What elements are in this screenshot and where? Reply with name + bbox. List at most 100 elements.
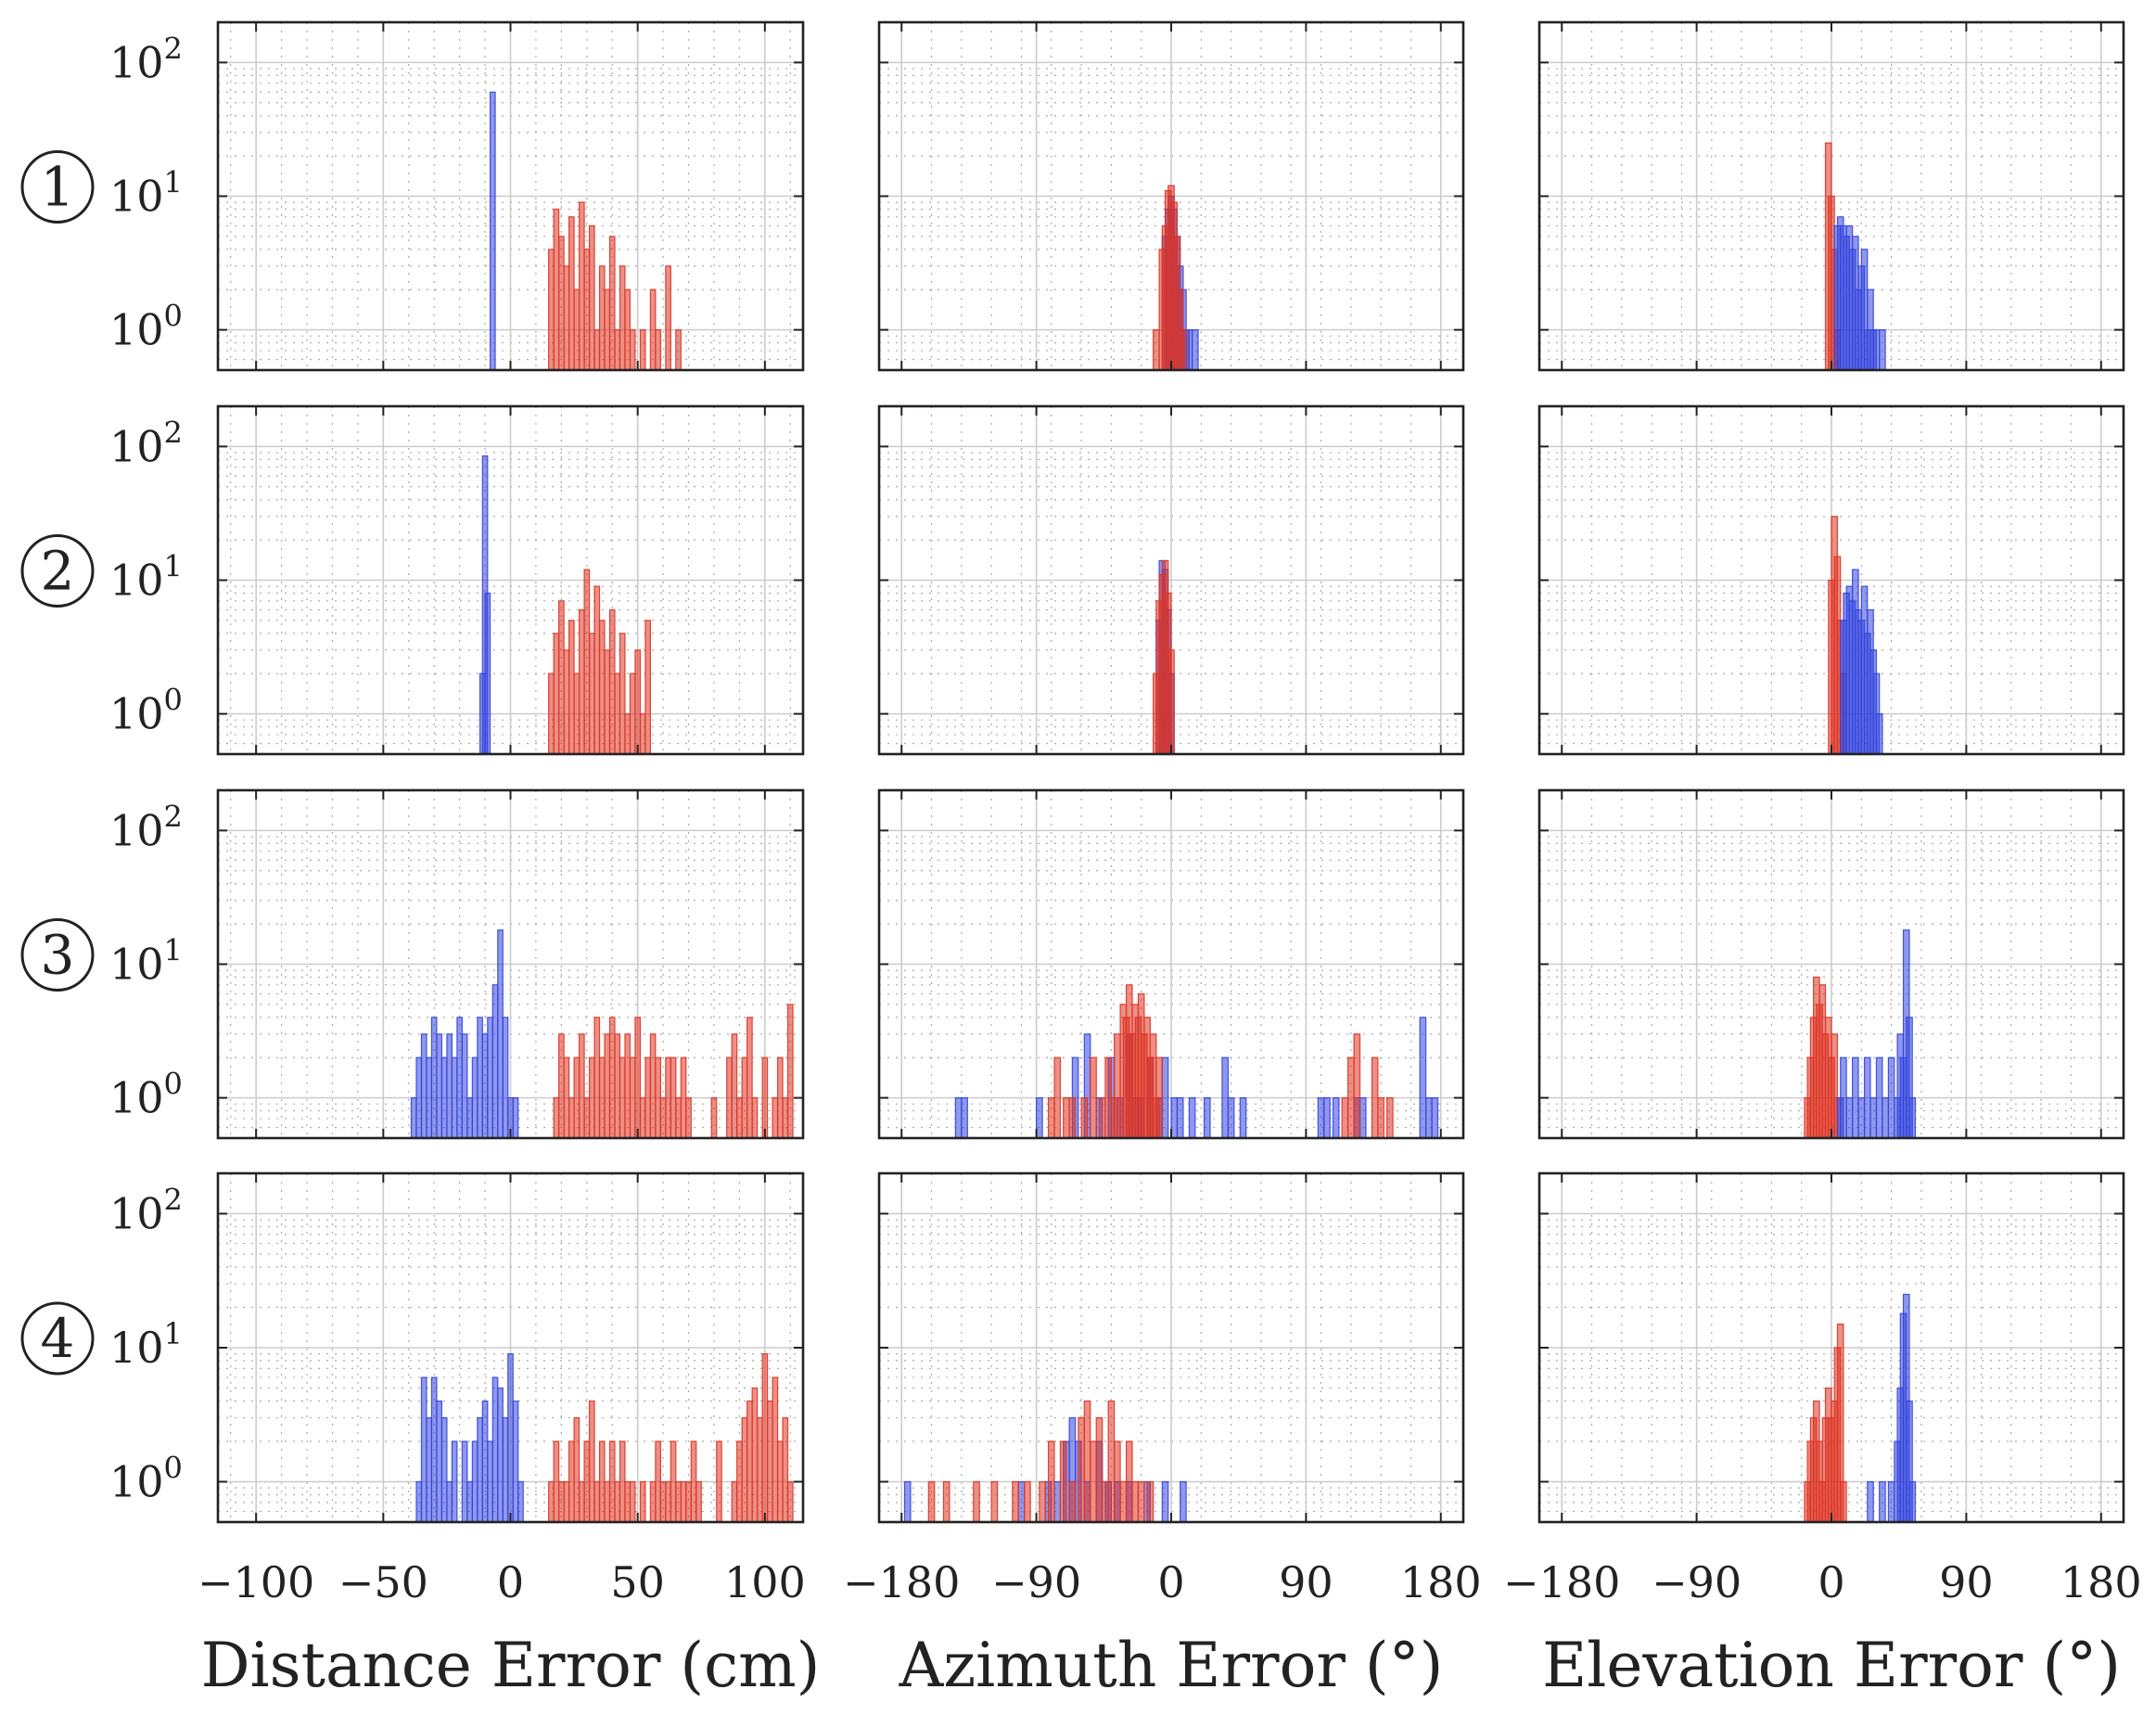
series-red <box>1153 185 1187 371</box>
bar-red <box>675 1480 682 1523</box>
bar-red <box>655 329 661 371</box>
bar-red <box>553 1440 560 1523</box>
bar-red <box>1039 1480 1046 1523</box>
bar-red <box>583 249 591 371</box>
series-red <box>1804 1323 1847 1523</box>
row-label-circle <box>20 1301 95 1376</box>
row-label-circle <box>20 918 95 992</box>
bar-red <box>548 1480 555 1523</box>
x-tick-label: −180 <box>1503 1557 1620 1607</box>
y-tick-exponent: 1 <box>164 1316 183 1351</box>
bar-red <box>1090 1440 1097 1523</box>
y-tick-label: 100 <box>109 683 183 739</box>
bar-blue <box>1872 329 1881 371</box>
bar-blue <box>1908 1097 1917 1139</box>
bar-red <box>786 1480 794 1523</box>
bar-blue <box>1869 1097 1878 1139</box>
bar-red <box>568 1097 575 1139</box>
bar-red <box>563 649 570 755</box>
panels-layer: 100101102100101102100101102100101102−100… <box>109 20 2142 1607</box>
bar-red <box>624 713 631 755</box>
bar-red <box>558 236 565 371</box>
bar-red <box>741 1416 748 1523</box>
bar-blue <box>1882 1097 1889 1139</box>
bar-red <box>1153 329 1160 371</box>
bar-blue <box>1887 1056 1895 1139</box>
bar-red <box>598 265 606 371</box>
panel-r4-c3: −180 −90 0 90 180 <box>1503 1171 2142 1607</box>
bar-red <box>1078 1416 1085 1523</box>
bar-red <box>568 1440 575 1523</box>
bar-blue <box>1323 1097 1331 1139</box>
bar-red <box>772 1097 779 1139</box>
bar-red <box>619 265 626 371</box>
bar-red <box>1080 1097 1089 1139</box>
bar-blue <box>1239 1097 1247 1139</box>
bar-red <box>1107 1400 1116 1523</box>
bar-blue <box>1908 1480 1917 1523</box>
bar-blue <box>466 1097 473 1139</box>
bar-red <box>588 1056 595 1139</box>
bar-red <box>786 1004 794 1139</box>
bar-blue <box>1332 1097 1340 1139</box>
bar-red <box>1059 1440 1067 1523</box>
bar-blue <box>477 1017 483 1139</box>
bar-red <box>685 1480 692 1523</box>
bar-red <box>655 1056 661 1139</box>
bar-blue <box>1221 1056 1229 1139</box>
bar-red <box>782 1416 789 1523</box>
bar-red <box>665 1480 671 1523</box>
bar-blue <box>1857 1097 1866 1139</box>
bar-blue <box>1053 1480 1062 1523</box>
bar-blue <box>1161 1480 1169 1523</box>
bar-blue <box>461 1033 468 1139</box>
x-tick-label: 50 <box>610 1557 665 1607</box>
y-tick-exponent: 2 <box>164 31 183 66</box>
bar-red <box>665 1056 671 1139</box>
bar-blue <box>1317 1097 1325 1139</box>
y-tick-label: 100 <box>109 1067 183 1123</box>
bar-red <box>1840 1480 1847 1523</box>
bar-red <box>990 1480 999 1523</box>
bar-red <box>578 1480 585 1523</box>
bar-red <box>563 1480 570 1523</box>
row-labels-layer: 1 2 3 4 <box>20 150 95 1376</box>
bar-red <box>1167 649 1175 755</box>
bar-red <box>1068 1480 1077 1523</box>
bar-red <box>578 201 585 371</box>
bar-red <box>710 1097 718 1139</box>
bar-blue <box>481 1033 489 1139</box>
bar-red <box>741 1056 748 1139</box>
bar-blue <box>471 1440 478 1523</box>
bar-red <box>670 1056 677 1139</box>
x-axis-label-col2: Azimuth Error (°) <box>899 1630 1444 1701</box>
bar-red <box>776 1056 784 1139</box>
y-tick-label: 101 <box>109 933 183 990</box>
x-tick-label: 90 <box>1939 1557 1994 1607</box>
bar-blue <box>436 1033 443 1139</box>
bar-blue <box>461 1440 468 1523</box>
y-tick-label: 102 <box>109 31 183 87</box>
panel-r1-c3 <box>1537 20 2125 372</box>
bar-blue <box>430 1376 438 1523</box>
panel-r3-c3 <box>1537 788 2125 1140</box>
x-tick-label: 180 <box>1400 1557 1482 1607</box>
series-red <box>553 1004 794 1139</box>
bar-blue <box>507 1353 514 1523</box>
bar-red <box>1114 1440 1121 1523</box>
x-tick-label: −90 <box>1652 1557 1741 1607</box>
bar-red <box>1377 1097 1384 1139</box>
y-tick-label: 102 <box>109 1182 183 1238</box>
bar-red <box>624 1480 631 1523</box>
bar-red <box>1098 1097 1106 1139</box>
series-red <box>548 201 682 371</box>
bar-red <box>629 1480 636 1523</box>
bar-red <box>553 633 560 755</box>
bar-red <box>1104 1056 1112 1139</box>
bar-red <box>675 329 682 371</box>
bar-red <box>736 1097 743 1139</box>
bar-blue <box>440 1056 448 1139</box>
bar-blue <box>481 1400 489 1523</box>
bar-red <box>639 713 646 755</box>
y-tick-label: 100 <box>109 1451 183 1507</box>
